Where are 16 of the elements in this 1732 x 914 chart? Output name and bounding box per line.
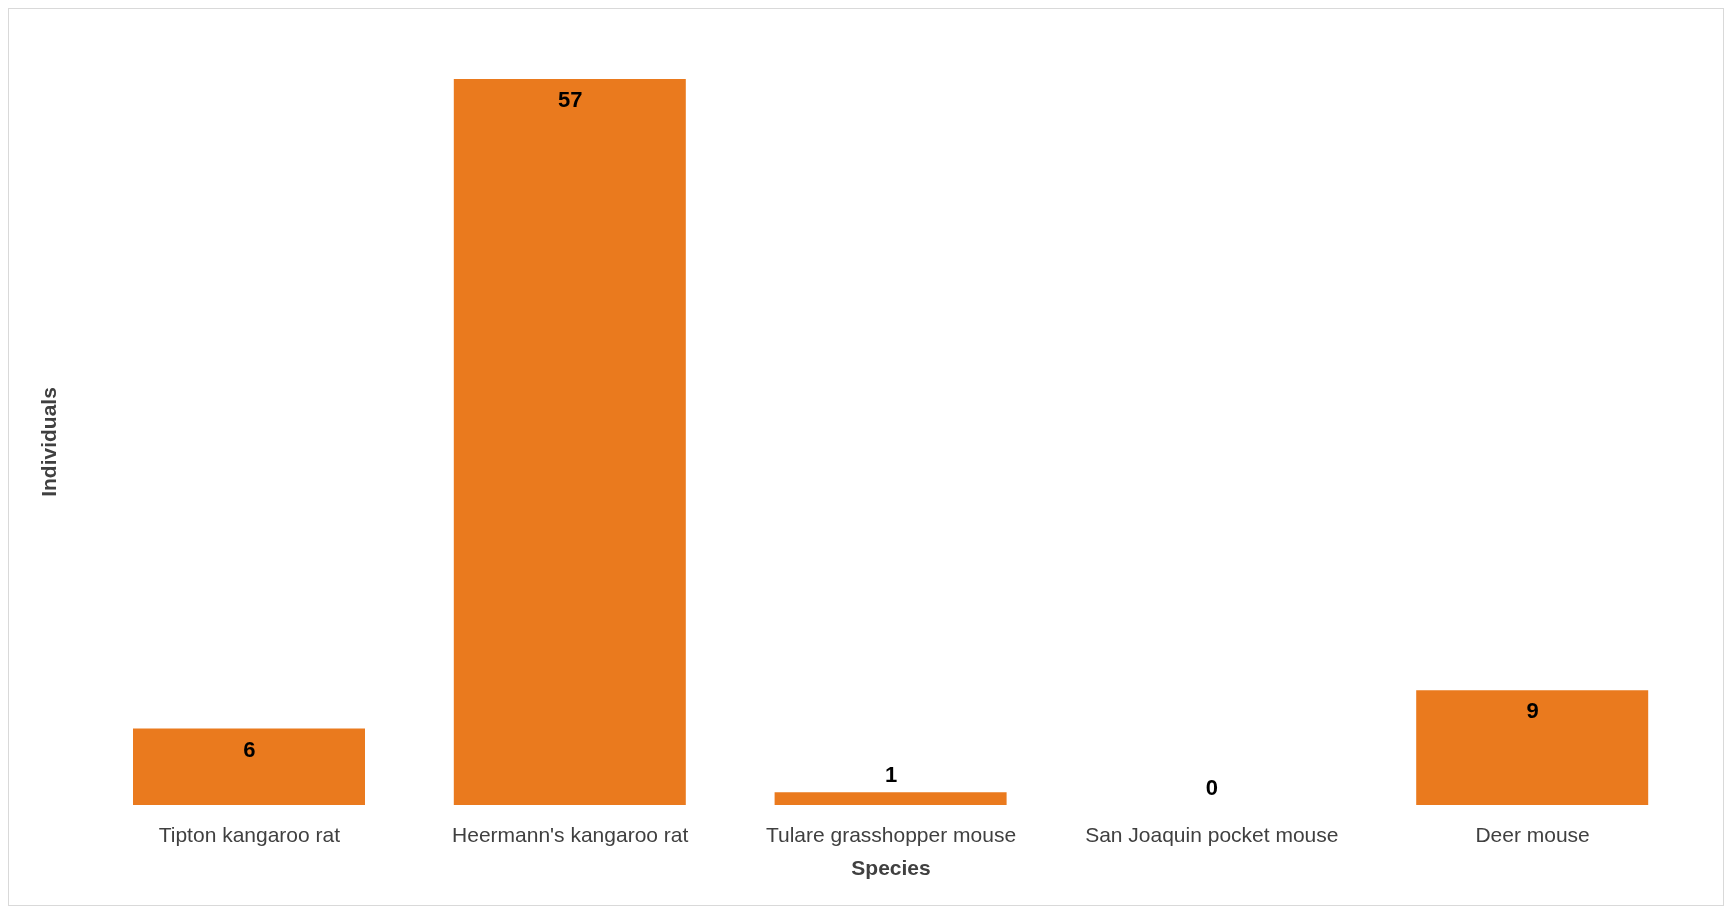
- x-tick-label: San Joaquin pocket mouse: [1085, 822, 1339, 846]
- bar: [774, 792, 1007, 805]
- x-tick-label: Heermann's kangaroo rat: [452, 822, 689, 846]
- data-label: 9: [1526, 698, 1539, 724]
- y-axis-title: Individuals: [37, 387, 61, 497]
- x-tick-label: Tipton kangaroo rat: [158, 822, 341, 846]
- bar: [133, 728, 365, 805]
- data-label: 6: [243, 736, 256, 762]
- data-label: 1: [884, 762, 898, 788]
- x-tick-label: Deer mouse: [1475, 822, 1590, 846]
- bar: [453, 79, 686, 805]
- data-label: 0: [1205, 775, 1218, 800]
- x-axis-title: Species: [851, 856, 931, 879]
- data-label: 57: [557, 87, 583, 112]
- bar: [1416, 690, 1649, 805]
- x-tick-label: Tulare grasshopper mouse: [765, 822, 1017, 846]
